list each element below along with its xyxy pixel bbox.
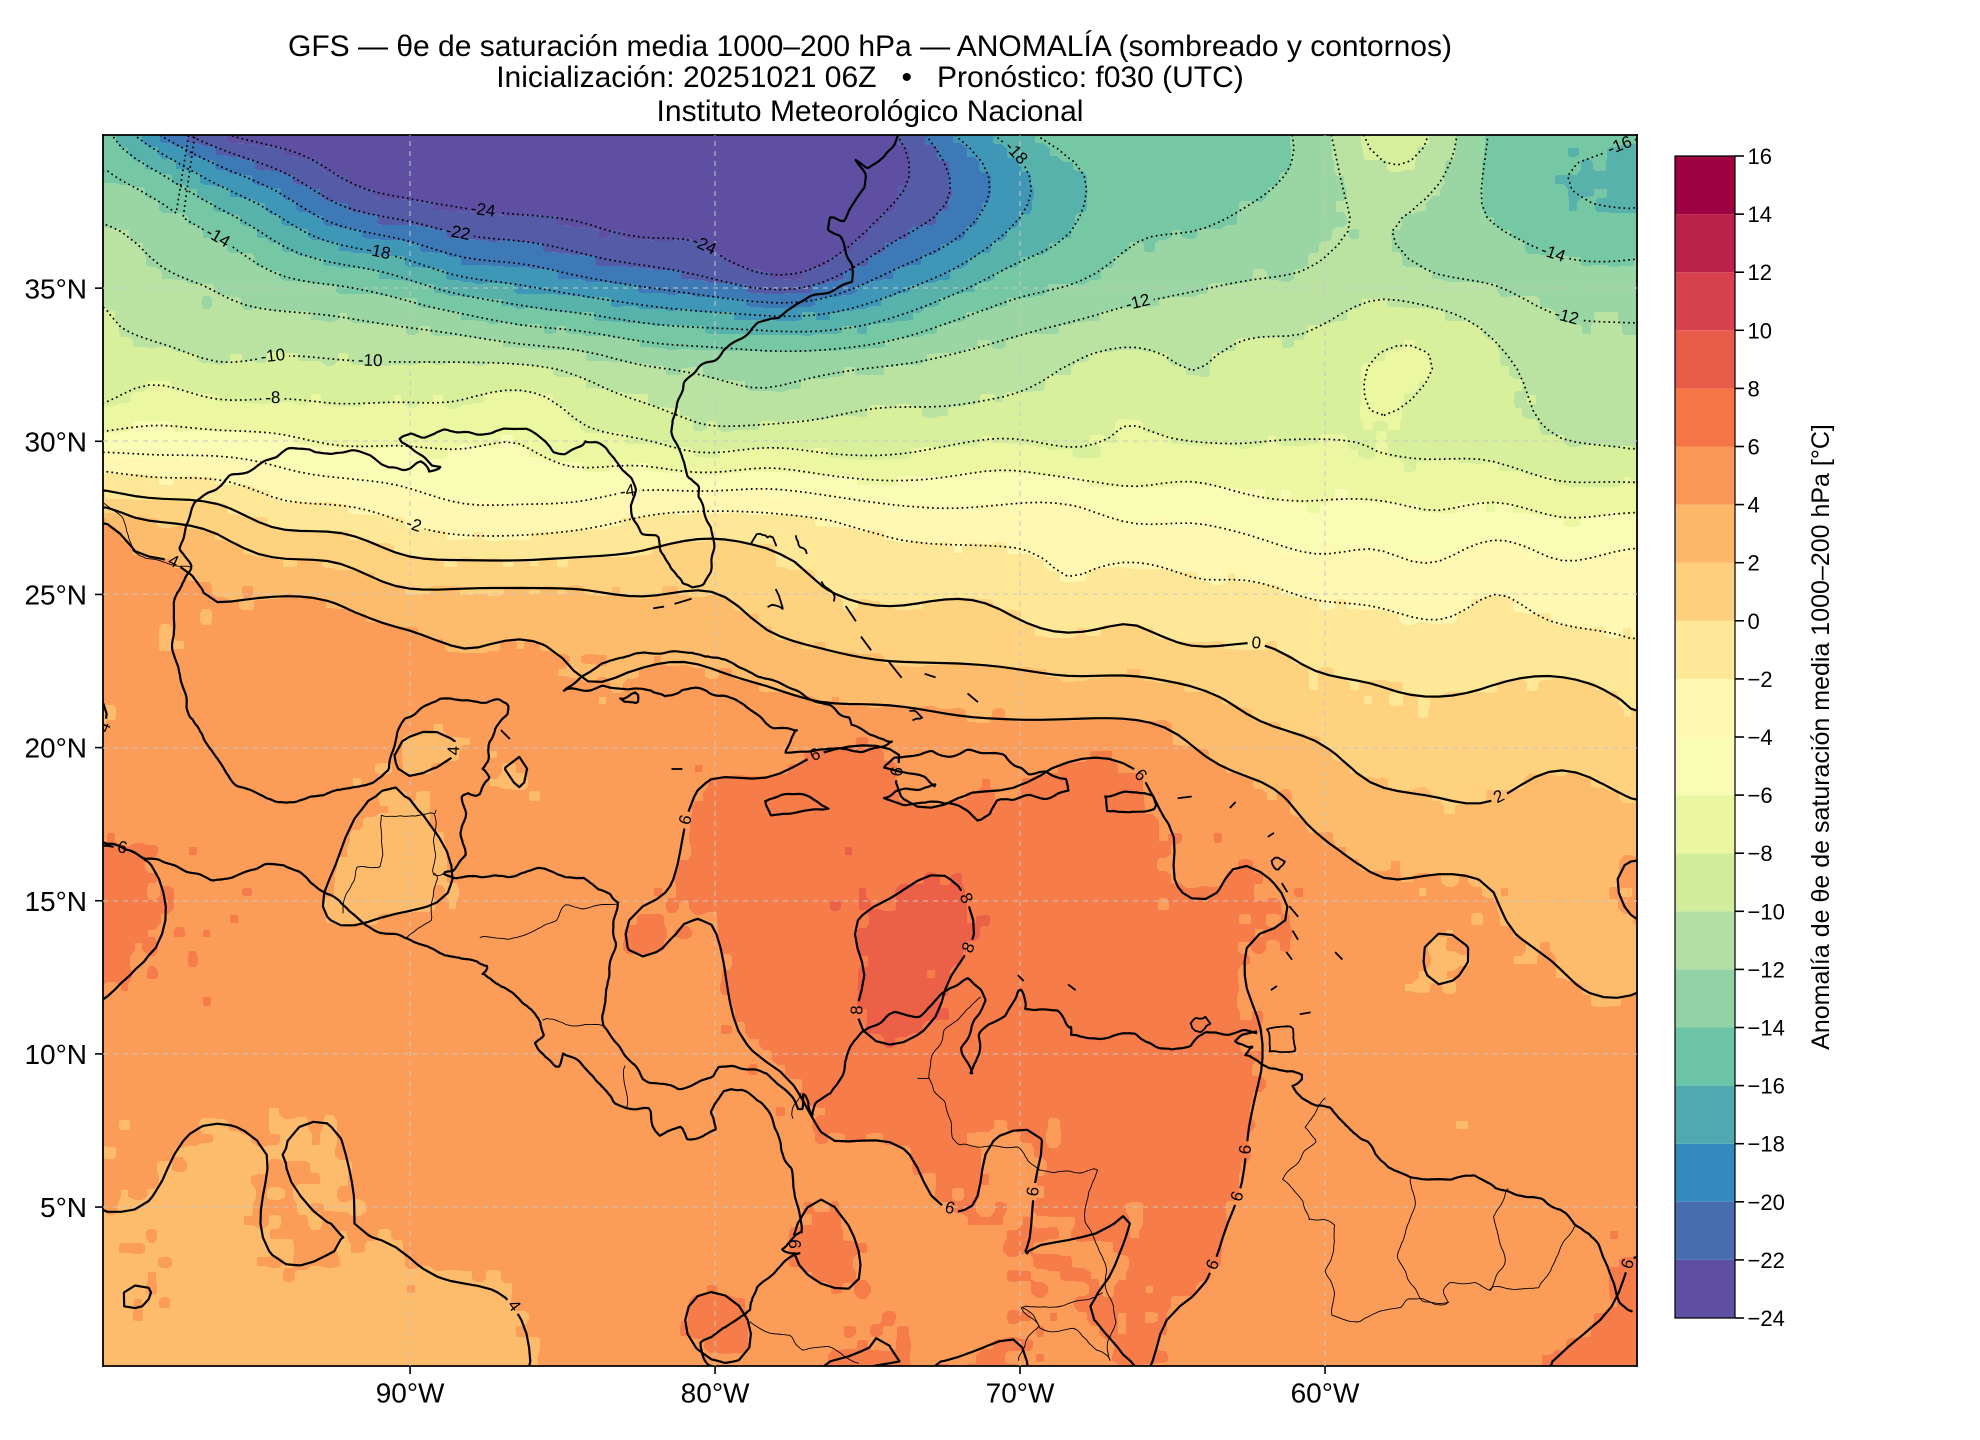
svg-text:0: 0 <box>1748 609 1760 634</box>
svg-text:14: 14 <box>1748 202 1772 227</box>
svg-text:-18: -18 <box>364 240 392 264</box>
svg-text:−14: −14 <box>1748 1015 1785 1040</box>
svg-text:2: 2 <box>1748 551 1760 576</box>
svg-text:35°N: 35°N <box>24 273 87 304</box>
svg-text:−8: −8 <box>1748 841 1773 866</box>
svg-text:−6: −6 <box>1748 783 1773 808</box>
svg-text:-4: -4 <box>618 480 636 501</box>
svg-text:−4: −4 <box>1748 725 1773 750</box>
svg-text:-10: -10 <box>260 345 286 367</box>
svg-text:10°N: 10°N <box>24 1039 87 1070</box>
svg-text:Instituto Meteorológico Nacion: Instituto Meteorológico Nacional <box>657 95 1084 128</box>
svg-text:Anomalía de θe de saturación m: Anomalía de θe de saturación media 1000–… <box>1807 424 1835 1050</box>
svg-text:90°W: 90°W <box>376 1377 445 1408</box>
svg-text:70°W: 70°W <box>986 1377 1055 1408</box>
svg-text:-2: -2 <box>404 513 424 536</box>
svg-text:−16: −16 <box>1748 1074 1785 1099</box>
svg-text:20°N: 20°N <box>24 733 87 764</box>
svg-text:15°N: 15°N <box>24 886 87 917</box>
svg-text:−22: −22 <box>1748 1248 1785 1273</box>
svg-text:6: 6 <box>1748 434 1760 459</box>
svg-text:Inicialización: 20251021 06Z: Inicialización: 20251021 06Z • Pronóstic… <box>496 61 1244 94</box>
svg-text:−2: −2 <box>1748 667 1773 692</box>
svg-text:−18: −18 <box>1748 1132 1785 1157</box>
svg-text:5°N: 5°N <box>40 1192 87 1223</box>
svg-text:60°W: 60°W <box>1291 1377 1360 1408</box>
svg-text:12: 12 <box>1748 260 1772 285</box>
svg-text:80°W: 80°W <box>681 1377 750 1408</box>
svg-text:6: 6 <box>785 1239 804 1249</box>
svg-text:6: 6 <box>1023 1186 1043 1198</box>
svg-text:0: 0 <box>1251 633 1262 653</box>
svg-text:-8: -8 <box>265 388 280 407</box>
svg-text:−24: −24 <box>1748 1306 1785 1331</box>
svg-text:25°N: 25°N <box>24 580 87 611</box>
svg-text:-22: -22 <box>444 220 472 244</box>
svg-text:6: 6 <box>675 813 696 827</box>
svg-text:-24: -24 <box>470 199 497 221</box>
svg-text:8: 8 <box>847 1005 866 1015</box>
svg-text:16: 16 <box>1748 144 1772 169</box>
svg-text:6: 6 <box>1235 1144 1255 1155</box>
svg-text:4: 4 <box>444 746 463 756</box>
svg-text:8: 8 <box>1748 376 1760 401</box>
svg-text:−10: −10 <box>1748 899 1785 924</box>
svg-text:GFS — θe de saturación media 1: GFS — θe de saturación media 1000–200 hP… <box>288 30 1452 63</box>
svg-text:4: 4 <box>94 719 115 735</box>
svg-text:30°N: 30°N <box>24 426 87 457</box>
svg-text:4: 4 <box>1748 493 1760 518</box>
svg-text:−12: −12 <box>1748 957 1785 982</box>
svg-text:10: 10 <box>1748 318 1772 343</box>
svg-text:−20: −20 <box>1748 1190 1785 1215</box>
svg-text:-10: -10 <box>358 350 383 370</box>
